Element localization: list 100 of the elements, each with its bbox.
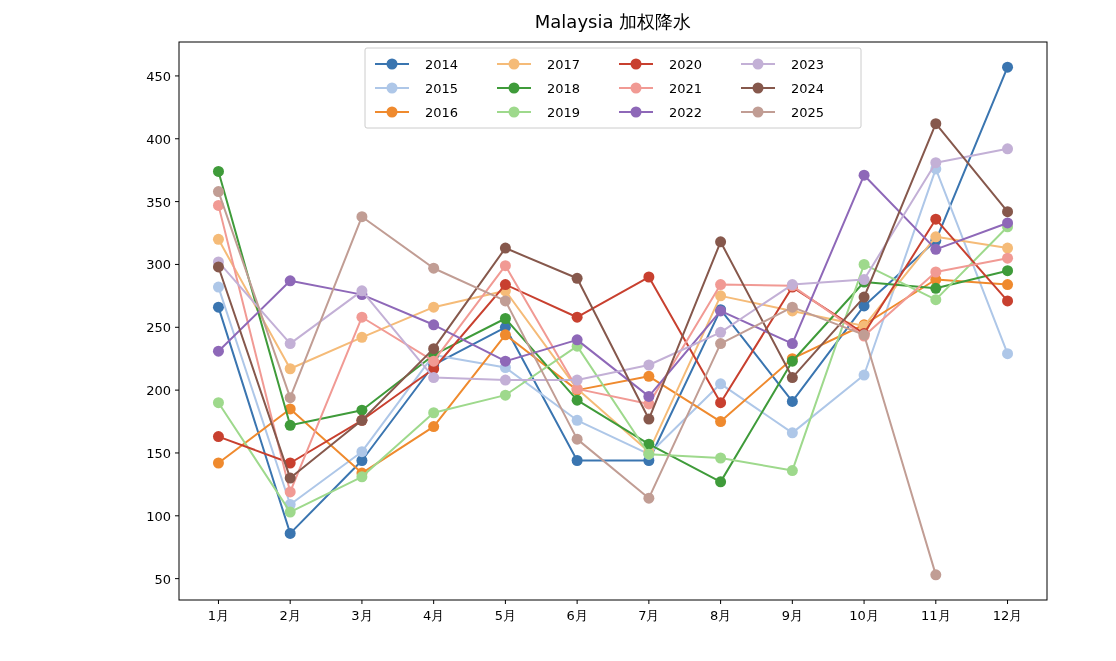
point	[499, 260, 511, 272]
point	[212, 261, 224, 273]
legend-label: 2020	[669, 57, 703, 72]
point	[499, 279, 511, 291]
point	[643, 413, 655, 425]
point	[571, 394, 583, 406]
point	[428, 319, 440, 331]
point	[715, 397, 727, 409]
point	[930, 569, 942, 581]
y-tick-label: 200	[146, 383, 171, 399]
point	[930, 282, 942, 294]
x-tick-label: 2月	[279, 608, 301, 623]
point	[284, 419, 296, 431]
y-tick-label: 300	[146, 257, 171, 273]
point	[428, 421, 440, 433]
y-tick-label: 100	[146, 508, 171, 524]
point	[1002, 295, 1014, 307]
point	[212, 165, 224, 177]
point	[499, 389, 511, 401]
legend-label: 2023	[791, 57, 825, 72]
point	[930, 294, 942, 306]
y-tick-label: 250	[146, 320, 171, 336]
point	[715, 476, 727, 488]
point	[1002, 265, 1014, 277]
legend-label: 2014	[425, 57, 459, 72]
point	[1002, 242, 1014, 254]
point	[499, 374, 511, 386]
point	[284, 363, 296, 375]
point	[212, 233, 224, 245]
x-tick-label: 1月	[207, 608, 230, 623]
point	[356, 285, 368, 297]
point	[212, 431, 224, 443]
point	[212, 281, 224, 293]
point	[499, 242, 511, 254]
legend-label: 2017	[547, 57, 581, 72]
y-tick-label: 50	[154, 571, 171, 587]
point	[930, 266, 942, 278]
point	[930, 213, 942, 225]
point	[786, 465, 798, 477]
point	[715, 290, 727, 302]
point	[428, 407, 440, 419]
x-tick-label: 10月	[849, 608, 879, 623]
point	[356, 446, 368, 458]
point	[643, 492, 655, 504]
y-tick-label: 450	[146, 68, 171, 84]
point	[643, 390, 655, 402]
point	[212, 186, 224, 198]
point	[284, 338, 296, 350]
point	[643, 359, 655, 371]
point	[1002, 252, 1014, 264]
x-tick-label: 9月	[781, 608, 803, 623]
point	[715, 416, 727, 428]
legend-label: 2019	[547, 105, 581, 120]
point	[643, 271, 655, 283]
point	[715, 338, 727, 350]
x-tick-label: 7月	[638, 608, 660, 623]
legend-label: 2022	[669, 105, 703, 120]
y-tick-label: 400	[146, 131, 171, 147]
point	[786, 372, 798, 384]
point	[499, 329, 511, 341]
x-tick-label: 5月	[494, 608, 517, 623]
point	[571, 455, 583, 466]
point	[212, 397, 224, 409]
point	[786, 301, 798, 313]
point	[356, 404, 368, 416]
x-tick-label: 11月	[921, 608, 951, 623]
y-tick-label: 150	[146, 445, 171, 461]
point	[212, 301, 224, 313]
point	[930, 157, 942, 169]
point	[930, 118, 942, 130]
point	[858, 169, 870, 181]
point	[284, 506, 296, 518]
point	[356, 311, 368, 323]
x-tick-label: 12月	[992, 608, 1023, 623]
point	[786, 427, 798, 439]
point	[1002, 348, 1014, 360]
point	[715, 452, 727, 464]
point	[715, 236, 727, 248]
legend-label: 2016	[425, 105, 459, 120]
x-tick-label: 4月	[423, 608, 445, 623]
point	[715, 378, 727, 390]
legend-label: 2018	[547, 81, 581, 96]
point	[858, 258, 870, 270]
legend-label: 2021	[669, 81, 703, 96]
point	[858, 291, 870, 303]
legend-label: 2025	[791, 105, 825, 120]
point	[571, 433, 583, 445]
point	[571, 374, 583, 386]
point	[571, 311, 583, 323]
point	[428, 343, 440, 355]
point	[212, 345, 224, 357]
point	[1002, 206, 1014, 218]
point	[212, 457, 224, 469]
point	[284, 472, 296, 484]
point	[284, 275, 296, 287]
point	[428, 372, 440, 384]
point	[356, 471, 368, 483]
legend-label: 2024	[791, 81, 825, 96]
point	[1002, 279, 1014, 291]
point	[284, 527, 296, 539]
